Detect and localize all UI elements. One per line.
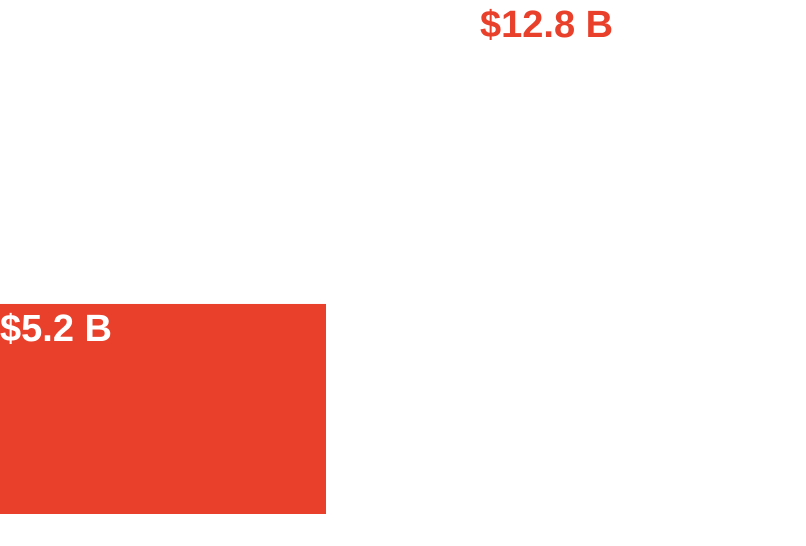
value-label: $12.8 B: [480, 4, 613, 46]
value-label: $5.2 B: [0, 308, 112, 350]
bar: [480, 0, 806, 514]
bar: [0, 303, 326, 514]
